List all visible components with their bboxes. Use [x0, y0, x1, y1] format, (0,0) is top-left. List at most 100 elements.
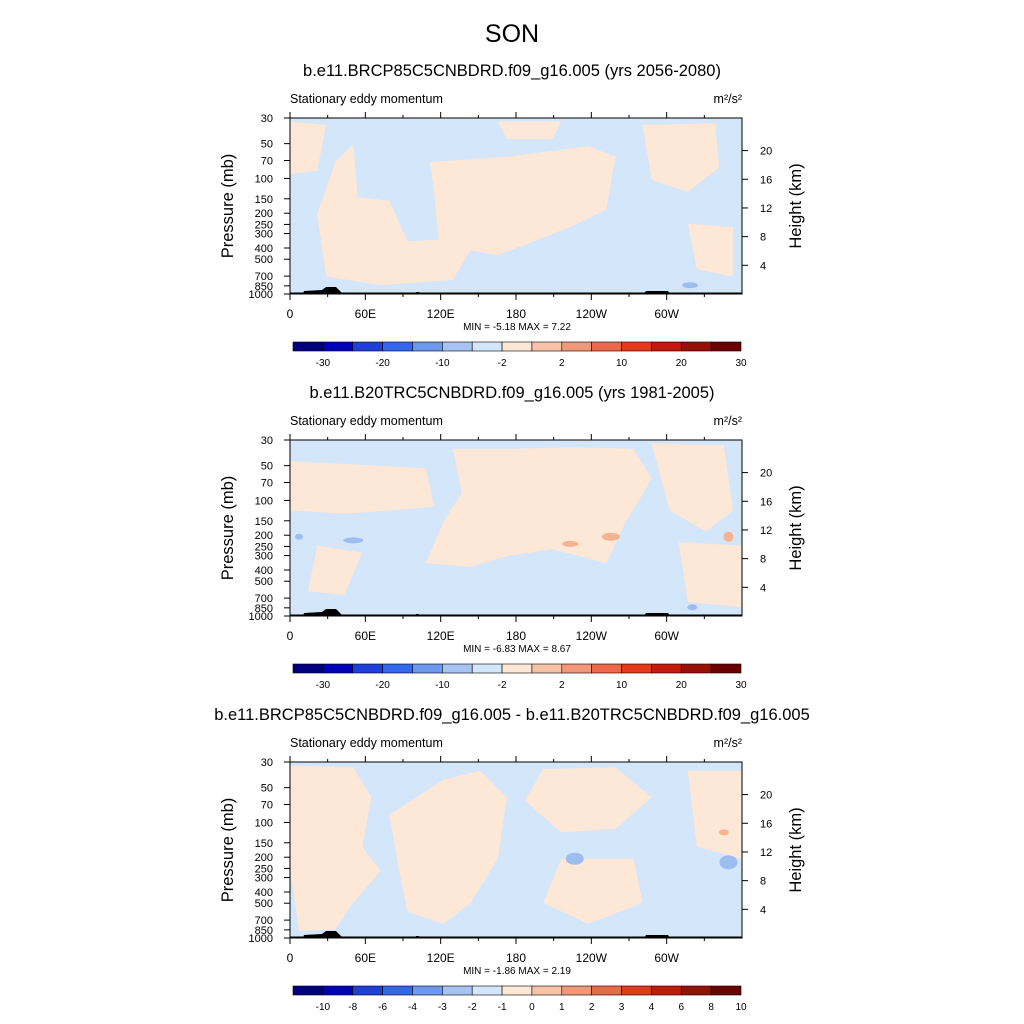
- panel-3-colorbar-box: [621, 985, 652, 996]
- panel-3-field-region-4: [543, 858, 643, 924]
- panel-1-colorbar-box: [621, 341, 652, 352]
- figure-title: SON: [484, 20, 540, 48]
- panel-3-colorbar-label: 4: [649, 1002, 655, 1013]
- panel-3-x-tick-label: 120E: [427, 951, 455, 965]
- panel-2-y-tick-label: 850: [255, 603, 273, 615]
- panel-3-topography-andes: [644, 935, 670, 938]
- panel-2-colorbar-label: -10: [435, 680, 450, 691]
- panel-2-y-tick-label: 100: [255, 495, 273, 507]
- panel-1-y-tick-label: 30: [261, 113, 273, 125]
- panel-3-colorbar-box: [442, 985, 473, 996]
- panel-1-units: m²/s²: [714, 92, 742, 106]
- panel-2-units: m²/s²: [714, 414, 742, 428]
- panel-1-colorbar-box: [322, 341, 354, 352]
- panel-2-x-tick-label: 120W: [576, 629, 608, 643]
- panel-2-colorbar-box: [322, 663, 354, 674]
- panel-3-colorbar-box: [292, 985, 324, 996]
- panel-2-colorbar-box: [680, 663, 712, 674]
- panel-1-topography-andes: [644, 291, 670, 294]
- panel-3-x-tick-label: 120W: [576, 951, 608, 965]
- panel-2-colorbar-box: [412, 663, 443, 674]
- panel-3-y-tick-label: 300: [255, 873, 273, 885]
- panel-1-field-region-5: [687, 223, 733, 277]
- panel-1-colorbar-box: [651, 341, 682, 352]
- panel-2-y2-tick-label: 20: [760, 468, 772, 480]
- panel-3-topography-africa: [303, 931, 343, 938]
- panel-2-field-background: [290, 440, 742, 616]
- panel-3-frame: [289, 761, 743, 939]
- panel-2-colorbar-box: [292, 663, 324, 674]
- panel-1-y-axis-title: Pressure (mb): [219, 154, 237, 259]
- panel-2-colorbar-label: 2: [559, 680, 565, 691]
- panel-3-title: b.e11.BRCP85C5CNBDRD.f09_g16.005 - b.e11…: [214, 706, 810, 724]
- panel-2-variable-label: Stationary eddy momentum: [290, 414, 443, 428]
- panel-2-topography-andes: [644, 613, 670, 616]
- panel-1-x-tick-label: 120E: [427, 307, 455, 321]
- panel-3-colorbar-label: 3: [619, 1002, 625, 1013]
- panel-3-colorbar-label: 6: [678, 1002, 684, 1013]
- panel-2-y-tick-label: 50: [261, 461, 273, 473]
- panel-3-y-tick-label: 30: [261, 757, 273, 769]
- panel-1-y-tick-label: 50: [261, 139, 273, 151]
- panel-1-y-tick-label: 500: [255, 254, 273, 266]
- panel-1-colorbar-box: [471, 341, 503, 352]
- panel-2-min-max-stats: MIN = -6.83 MAX = 8.67: [463, 644, 571, 655]
- panel-3-colorbar-box: [382, 985, 413, 996]
- panel-1-y2-tick-label: 16: [760, 174, 772, 186]
- panel-2-colorbar-box: [561, 663, 592, 674]
- panel-1-field-region-3: [497, 121, 562, 140]
- panel-3-x-tick-label: 60W: [654, 951, 679, 965]
- panel-1-field-extremum-1: [682, 282, 699, 289]
- panel-2-colorbar-label: 30: [735, 680, 747, 691]
- panel-3-y-tick-label: 850: [255, 925, 273, 937]
- panel-2-colorbar-box: [352, 663, 383, 674]
- panel-2-field-extremum-5: [295, 533, 304, 540]
- panel-1-min-max-stats: MIN = -5.18 MAX = 7.22: [463, 322, 571, 333]
- panel-3-colorbar-label: -2: [468, 1002, 477, 1013]
- panel-3-variable-label: Stationary eddy momentum: [290, 736, 443, 750]
- panel-1-colorbar-box: [561, 341, 592, 352]
- panel-3-field-extremum-1: [565, 852, 584, 865]
- panel-3-y-tick-label: 700: [255, 915, 273, 927]
- panel-2-field-region-4: [651, 443, 733, 532]
- panel-2-y-tick-label: 150: [255, 516, 273, 528]
- panel-1-colorbar-box: [412, 341, 443, 352]
- panel-3-colorbar-box: [710, 985, 742, 996]
- panel-2-y-tick-label: 400: [255, 565, 273, 577]
- panel-3-y2-tick-label: 4: [760, 904, 766, 916]
- panel-3-y-tick-label: 500: [255, 898, 273, 910]
- panel-2-field-region-1: [290, 461, 435, 514]
- panel-1-y2-tick-label: 8: [760, 232, 766, 244]
- panel-1-colorbar-label: -20: [375, 358, 390, 369]
- panel-3-y-tick-label: 200: [255, 852, 273, 864]
- panel-1-y2-tick-label: 12: [760, 203, 772, 215]
- panel-1-x-tick-label: 0: [287, 307, 294, 321]
- panel-3-topography-indonesia: [416, 936, 419, 938]
- panel-3-colorbar-box: [322, 985, 354, 996]
- panel-3-colorbar-box: [531, 985, 563, 996]
- panel-3-colorbar-label: -1: [498, 1002, 507, 1013]
- panel-1-y-tick-label: 300: [255, 229, 273, 241]
- panel-2-field-region-5: [678, 542, 742, 608]
- panel-2-y-tick-label: 500: [255, 576, 273, 588]
- panel-3-y-tick-label: 50: [261, 783, 273, 795]
- panel-1-colorbar-box: [292, 341, 324, 352]
- panel-3-colorbar-label: -6: [378, 1002, 387, 1013]
- panel-2-colorbar-label: 20: [676, 680, 688, 691]
- panel-2-field-extremum-4: [723, 531, 734, 542]
- panel-3-colorbar-label: -3: [438, 1002, 447, 1013]
- panel-1-field-region-6: [290, 121, 327, 175]
- panel-1-topography-africa: [303, 287, 343, 294]
- panel-2-title: b.e11.B20TRC5CNBDRD.f09_g16.005 (yrs 198…: [309, 384, 715, 402]
- panel-1-y-tick-label: 250: [255, 219, 273, 231]
- panel-2-colorbar-label: -20: [375, 680, 390, 691]
- panel-1-x-tick-label: 120W: [576, 307, 608, 321]
- panel-2-colorbar-box: [621, 663, 652, 674]
- panel-2-y-tick-label: 700: [255, 593, 273, 605]
- panel-1-colorbar-box: [531, 341, 563, 352]
- panel-3-y2-tick-label: 16: [760, 818, 772, 830]
- panel-1-y-tick-label: 70: [261, 156, 273, 168]
- panel-2-x-tick-label: 180: [506, 629, 526, 643]
